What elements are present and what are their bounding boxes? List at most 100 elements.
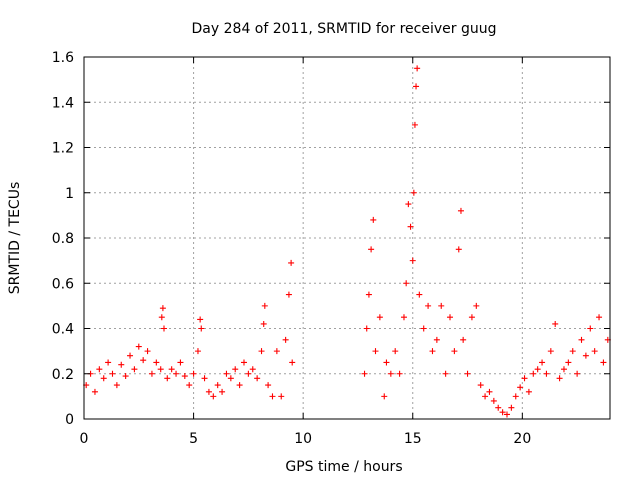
data-point <box>227 375 234 382</box>
data-point <box>409 257 416 264</box>
data-point <box>525 388 532 395</box>
data-point <box>249 366 256 373</box>
y-tick-label: 1.6 <box>52 50 74 66</box>
data-point <box>265 382 272 389</box>
y-tick-label: 0 <box>65 412 74 428</box>
data-point <box>289 359 296 366</box>
data-point <box>282 336 289 343</box>
data-point <box>400 314 407 321</box>
data-point <box>414 65 421 72</box>
data-point <box>457 207 464 214</box>
data-point <box>198 325 205 332</box>
data-point <box>547 348 554 355</box>
data-point <box>464 370 471 377</box>
data-point <box>556 375 563 382</box>
data-point <box>468 314 475 321</box>
y-tick-labels: 0 0.2 0.4 0.6 0.8 1 1.2 1.4 1.6 <box>52 50 74 428</box>
data-point <box>587 325 594 332</box>
data-point <box>260 320 267 327</box>
data-point <box>177 359 184 366</box>
data-point <box>582 352 589 359</box>
data-point <box>261 302 268 309</box>
data-point <box>543 370 550 377</box>
data-point <box>416 291 423 298</box>
data-point <box>135 343 142 350</box>
data-point <box>600 359 607 366</box>
x-tick-label: 5 <box>189 431 198 447</box>
data-point <box>122 373 129 380</box>
x-tick-label: 10 <box>294 431 312 447</box>
data-point <box>381 393 388 400</box>
data-point <box>403 280 410 287</box>
data-point <box>214 382 221 389</box>
data-point <box>157 366 164 373</box>
data-point <box>148 370 155 377</box>
data-point <box>245 370 252 377</box>
y-axis-label: SRMTID / TECUs <box>7 182 23 295</box>
data-point <box>413 83 420 90</box>
data-point <box>552 320 559 327</box>
data-point <box>411 121 418 128</box>
data-point <box>383 359 390 366</box>
data-point <box>405 201 412 208</box>
data-point <box>372 348 379 355</box>
data-point <box>140 357 147 364</box>
data-point <box>278 393 285 400</box>
data-point <box>482 393 489 400</box>
y-tick-label: 0.2 <box>52 367 74 383</box>
x-tick-label: 15 <box>404 431 422 447</box>
data-point <box>530 370 537 377</box>
data-point <box>410 189 417 196</box>
data-point <box>285 291 292 298</box>
axis-ticks <box>83 56 610 420</box>
data-point <box>258 348 265 355</box>
data-point <box>591 348 598 355</box>
data-point <box>210 393 217 400</box>
data-point <box>269 393 276 400</box>
data-point <box>565 359 572 366</box>
data-point <box>477 382 484 389</box>
data-point <box>438 302 445 309</box>
data-point <box>173 370 180 377</box>
data-point <box>370 216 377 223</box>
data-point <box>254 375 261 382</box>
data-points <box>83 65 611 418</box>
data-point <box>455 246 462 253</box>
data-point <box>447 314 454 321</box>
data-point <box>240 359 247 366</box>
data-point <box>569 348 576 355</box>
data-point <box>512 393 519 400</box>
data-point <box>429 348 436 355</box>
data-point <box>495 404 502 411</box>
data-point <box>118 361 125 368</box>
data-point <box>490 397 497 404</box>
x-tick-label: 20 <box>513 431 531 447</box>
data-point <box>232 366 239 373</box>
data-point <box>517 384 524 391</box>
data-point <box>442 370 449 377</box>
data-point <box>392 348 399 355</box>
data-point <box>236 382 243 389</box>
data-point <box>159 305 166 312</box>
y-tick-label: 1.4 <box>52 95 74 111</box>
y-tick-label: 1.2 <box>52 141 74 157</box>
data-point <box>499 409 506 416</box>
data-point <box>105 359 112 366</box>
data-point <box>368 246 375 253</box>
data-point <box>190 370 197 377</box>
data-point <box>153 359 160 366</box>
data-point <box>96 366 103 373</box>
data-point <box>578 336 585 343</box>
x-tick-label: 0 <box>80 431 89 447</box>
data-point <box>503 411 510 418</box>
y-tick-label: 0.8 <box>52 231 74 247</box>
data-point <box>144 348 151 355</box>
data-point <box>396 370 403 377</box>
data-point <box>113 382 120 389</box>
data-point <box>100 375 107 382</box>
data-point <box>361 370 368 377</box>
data-point <box>420 325 427 332</box>
data-point <box>223 370 230 377</box>
data-point <box>560 366 567 373</box>
